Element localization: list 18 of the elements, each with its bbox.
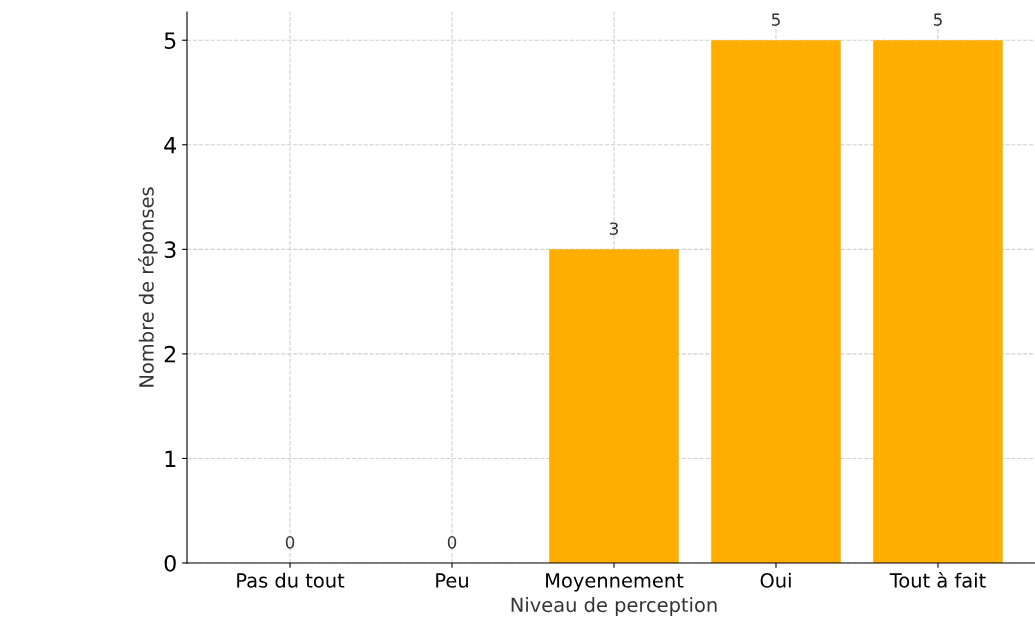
x-tick-label: Tout à fait [889,571,986,588]
y-tick-label: 0 [164,554,176,572]
data-label: 0 [447,536,457,549]
x-tick-label: Pas du tout [237,572,345,588]
y-tick-label: 4 [164,137,177,154]
y-tick-label: 1 [165,450,176,467]
x-tick-label: Oui [760,572,791,588]
y-axis-title: Nombre de réponses [137,187,158,387]
x-tick-label: Peu [436,573,468,588]
x-axis-title: Niveau de perception [511,597,717,616]
y-tick-label: 2 [164,345,176,363]
data-label: 5 [771,13,780,26]
data-label: 5 [933,13,942,26]
x-tick-label: Moyennement [546,573,684,592]
y-tick-label: 5 [164,32,176,49]
data-label: 0 [285,536,295,549]
data-label: 3 [609,222,618,235]
y-tick-label: 3 [164,241,176,259]
